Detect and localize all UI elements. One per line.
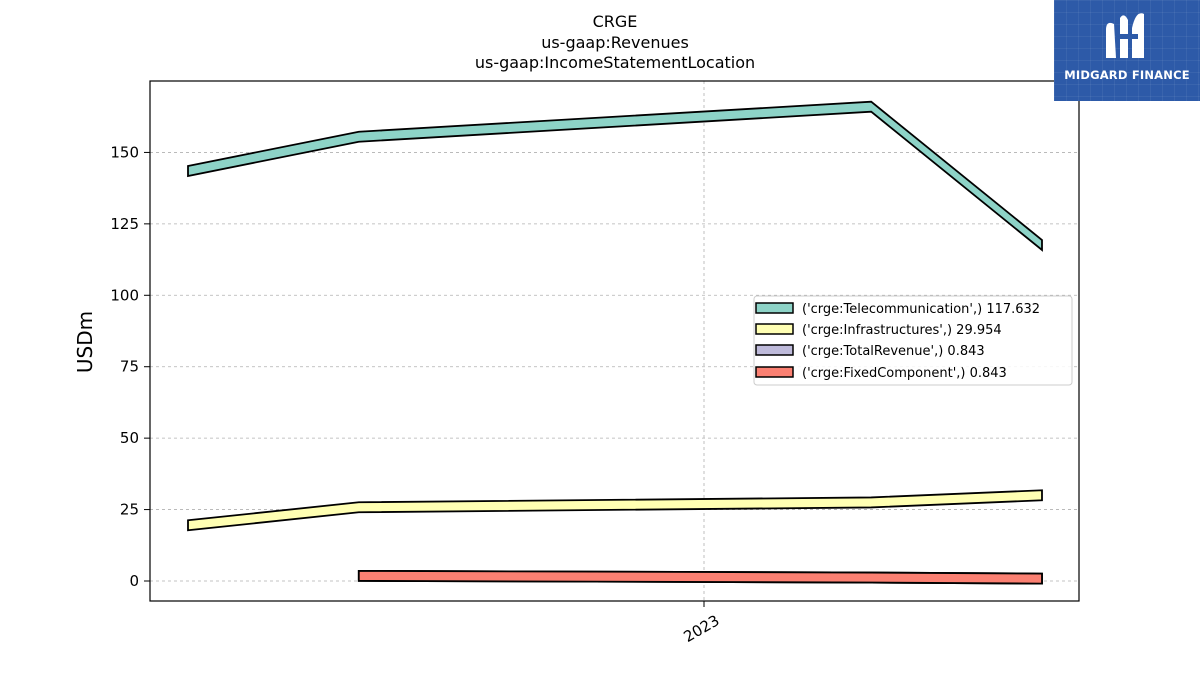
series-band-1	[187, 489, 1043, 532]
y-axis-label: USDm	[73, 311, 97, 373]
legend-swatch-1	[755, 323, 794, 335]
y-tick-label: 125	[110, 215, 139, 233]
chart-title-line-1: CRGE	[593, 12, 638, 31]
y-tick-label: 100	[110, 286, 139, 304]
y-tick-label: 0	[129, 572, 139, 590]
legend-swatch-3	[755, 366, 794, 378]
y-axis: 0 25 50 75 100 125 150	[110, 143, 150, 590]
x-tick-label: 2023	[680, 611, 722, 646]
legend-box	[753, 295, 1073, 386]
midgard-finance-logo: MIDGARD FINANCE	[1054, 0, 1200, 101]
x-axis: 2023	[680, 601, 723, 646]
logo-text: MIDGARD FINANCE	[1064, 68, 1190, 82]
series-band-0	[187, 100, 1043, 252]
legend-entry-0: ('crge:Telecommunication',) 117.632	[802, 302, 1040, 317]
legend-entry-2: ('crge:TotalRevenue',) 0.843	[802, 344, 985, 359]
legend-swatch-0	[755, 302, 794, 314]
legend-entry-3: ('crge:FixedComponent',) 0.843	[802, 366, 1007, 381]
plot-frame	[149, 80, 1080, 602]
series-band-3	[357, 569, 1043, 585]
legend: ('crge:Telecommunication',) 117.632 ('cr…	[753, 295, 1073, 386]
y-tick-label: 150	[110, 143, 139, 161]
series-layer	[187, 100, 1043, 585]
y-tick-label: 25	[120, 501, 139, 519]
midgard-m-logo-icon	[1106, 13, 1144, 58]
legend-entry-1: ('crge:Infrastructures',) 29.954	[802, 323, 1002, 338]
legend-swatch-2	[755, 344, 794, 356]
chart-title-line-3: us-gaap:IncomeStatementLocation	[475, 53, 755, 72]
chart-title-line-2: us-gaap:Revenues	[541, 33, 689, 52]
y-tick-label: 50	[120, 429, 139, 447]
y-tick-label: 75	[120, 358, 139, 376]
